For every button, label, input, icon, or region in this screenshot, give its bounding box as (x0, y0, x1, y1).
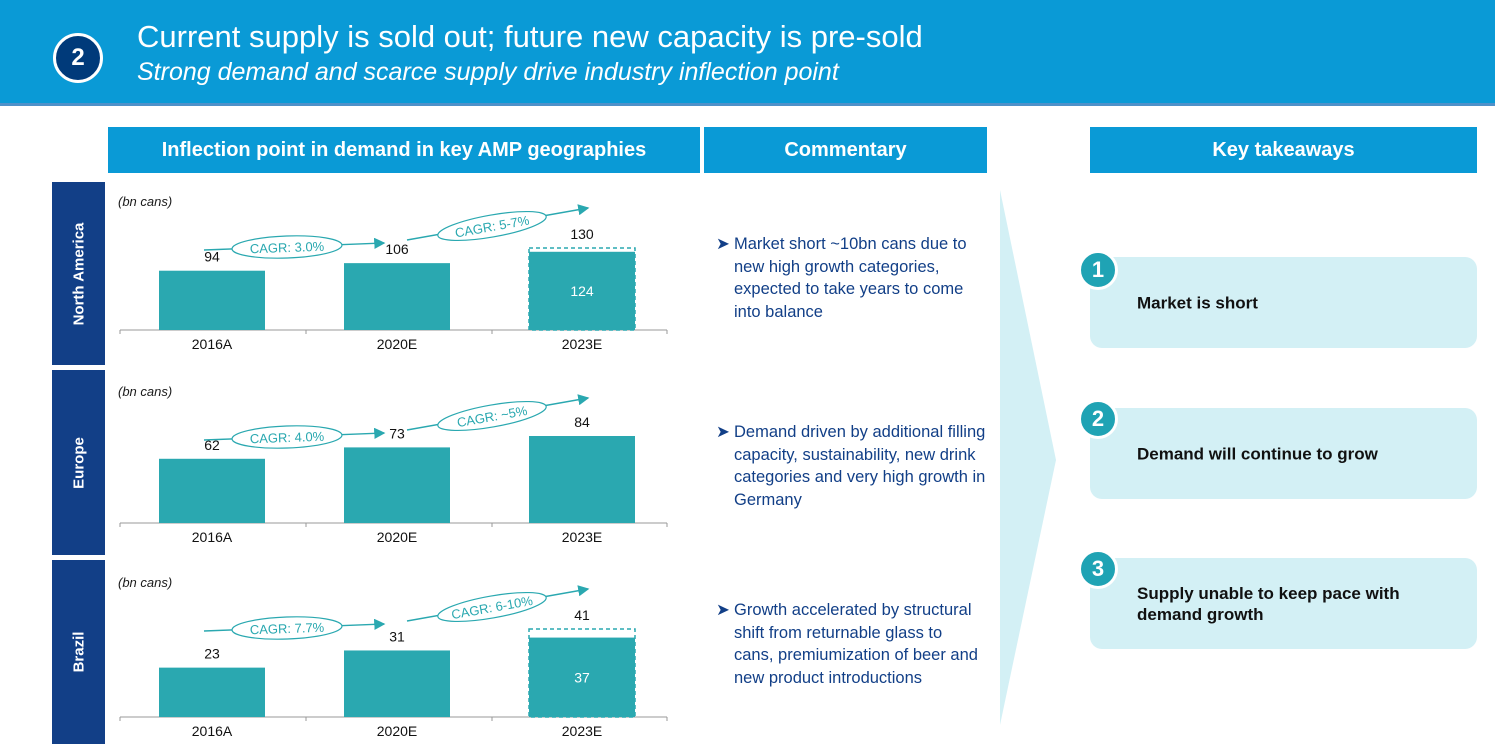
cagr-label: CAGR: 7.7% (250, 620, 325, 638)
cagr-bubble: CAGR: 3.0% (231, 235, 343, 259)
category-label: 2016A (192, 723, 233, 739)
bar (159, 270, 265, 330)
category-label: 2016A (192, 336, 233, 352)
bar-value-label: 62 (204, 437, 220, 453)
takeaway-card-3: Supply unable to keep pace with demand g… (1090, 558, 1477, 649)
cagr-annotation: CAGR: 6-10% (406, 585, 590, 623)
commentary-north-america: ➤ Market short ~10bn cans due to new hig… (716, 235, 967, 321)
takeaway-text: Market is short (1137, 293, 1258, 312)
cagr-ellipse (231, 616, 343, 640)
bar-value-label: 94 (204, 249, 220, 265)
cagr-bubble: CAGR: 5-7% (437, 210, 547, 242)
cagr-ellipse (231, 235, 343, 259)
cagr-bubble: CAGR: 4.0% (231, 425, 343, 449)
chart-unit-label: (bn cans) (118, 384, 173, 399)
cagr-annotation: CAGR: 3.0% (203, 235, 386, 259)
bar-value-label: 23 (204, 646, 220, 662)
region-label-brazil: Brazil (52, 560, 105, 744)
takeaway-number-badge: 3 (1078, 549, 1118, 589)
cagr-bubble: CAGR: 6-10% (437, 591, 547, 623)
bar (529, 251, 635, 330)
bullet-arrow-icon: ➤ (716, 235, 730, 253)
bar-value-label: 41 (574, 607, 590, 623)
page-title: Current supply is sold out; future new c… (137, 19, 923, 54)
chart-svg-brazil: 23 2016A 31 2020E 37 41 2023E CAGR: 7.7% CAGR: 6… (119, 585, 668, 739)
category-label: 2023E (562, 529, 602, 545)
bar-value-label: 84 (574, 414, 590, 430)
region-label-europe: Europe (52, 370, 105, 555)
takeaway-text: Demand will continue to grow (1137, 444, 1378, 463)
bullet-arrow-icon: ➤ (716, 423, 730, 441)
cagr-ellipse (437, 591, 547, 623)
category-label: 2020E (377, 723, 417, 739)
bar (159, 458, 265, 523)
bar-value-label: 130 (570, 226, 594, 242)
cagr-ellipse (437, 400, 547, 432)
cagr-annotation: CAGR: 7.7% (203, 616, 386, 640)
commentary-header: Commentary (704, 127, 987, 173)
takeaway-card-1: Market is short (1090, 257, 1477, 348)
bar-value-label: 73 (389, 425, 405, 441)
bar (529, 436, 635, 523)
cagr-bubble: CAGR: ~5% (437, 400, 547, 432)
section-number-badge: 2 (53, 33, 103, 83)
takeaway-text: Supply unable to keep pace with demand g… (1137, 583, 1400, 624)
bar-value-label: 31 (389, 628, 405, 644)
chart-svg-europe: 62 2016A 73 2020E 84 2023E CAGR: 4.0% CAGR: ~5% (119, 394, 668, 545)
takeaway-number-badge: 1 (1078, 250, 1118, 290)
region-label-north-america: North America (52, 182, 105, 365)
category-label: 2016A (192, 529, 233, 545)
chart-header: Inflection point in demand in key AMP ge… (108, 127, 700, 173)
chart-europe: (bn cans) 62 2016A 73 2020E 84 2023E CAGR: 4.0… (112, 378, 672, 563)
bar-inner-label: 124 (570, 283, 594, 299)
bar (529, 637, 635, 717)
category-label: 2023E (562, 723, 602, 739)
commentary-brazil: ➤ Growth accelerated by structural shift… (716, 601, 978, 687)
bar (344, 650, 450, 717)
takeaway-card-2: Demand will continue to grow (1090, 408, 1477, 499)
bullet-arrow-icon: ➤ (716, 601, 730, 619)
cagr-label: CAGR: 3.0% (250, 239, 325, 257)
chart-brazil: (bn cans) 23 2016A 31 2020E 37 41 2023E CAGR: 7… (112, 569, 672, 754)
cagr-annotation: CAGR: 5-7% (406, 204, 590, 242)
category-label: 2020E (377, 336, 417, 352)
cagr-ellipse (231, 425, 343, 449)
cagr-annotation: CAGR: ~5% (406, 394, 590, 432)
page-subtitle: Strong demand and scarce supply drive in… (137, 58, 839, 86)
cagr-label: CAGR: 4.0% (250, 429, 325, 447)
chart-svg-north-america: 94 2016A 106 2020E 124 130 2023E CAGR: 3.0% CAGR… (119, 204, 668, 352)
takeaways-header: Key takeaways (1090, 127, 1477, 173)
cagr-bubble: CAGR: 7.7% (231, 616, 343, 640)
bar-value-label: 106 (385, 241, 409, 257)
takeaway-number-badge: 2 (1078, 399, 1118, 439)
chart-unit-label: (bn cans) (118, 194, 173, 209)
bar (159, 667, 265, 717)
title-banner: 2 Current supply is sold out; future new… (0, 0, 1495, 106)
cagr-annotation: CAGR: 4.0% (203, 425, 386, 449)
chart-unit-label: (bn cans) (118, 575, 173, 590)
bar (344, 263, 450, 330)
bar-inner-label: 37 (574, 669, 590, 685)
category-label: 2023E (562, 336, 602, 352)
cagr-ellipse (437, 210, 547, 242)
category-label: 2020E (377, 529, 417, 545)
bar (344, 447, 450, 523)
chart-north-america: (bn cans) 94 2016A 106 2020E 124 130 2023E CAGR… (112, 188, 672, 373)
commentary-europe: ➤ Demand driven by additional filling ca… (716, 423, 986, 509)
chevron-divider-icon (1000, 190, 1056, 725)
